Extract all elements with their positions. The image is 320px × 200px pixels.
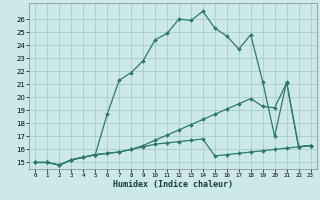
X-axis label: Humidex (Indice chaleur): Humidex (Indice chaleur) <box>113 180 233 189</box>
